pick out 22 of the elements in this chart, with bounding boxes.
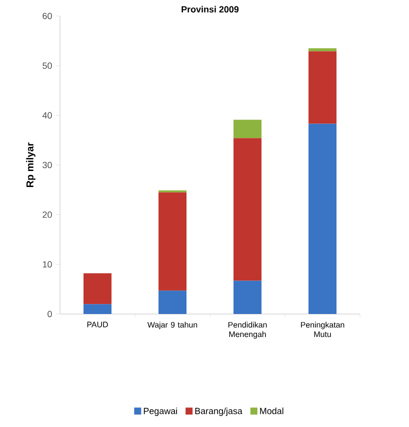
y-tick-label: 40 bbox=[42, 112, 52, 119]
bar bbox=[308, 51, 336, 124]
y-tick-label: 10 bbox=[42, 261, 52, 268]
y-tick-label: 0 bbox=[48, 310, 52, 318]
bar bbox=[234, 280, 262, 314]
legend-label: Pegawai bbox=[144, 408, 177, 416]
bar bbox=[234, 138, 262, 281]
bar bbox=[308, 124, 336, 314]
y-axis-title: Rp milyar bbox=[26, 142, 36, 188]
y-tick-label: 60 bbox=[42, 12, 52, 20]
y-tick-label: 50 bbox=[42, 62, 52, 69]
y-tick-label: 20 bbox=[42, 211, 52, 218]
bar bbox=[234, 120, 262, 138]
y-tick-label: 30 bbox=[42, 162, 52, 168]
chart-title: Provinsi 2009 bbox=[182, 6, 239, 13]
bar bbox=[158, 192, 186, 291]
legend-label: Barang/jasa bbox=[195, 408, 242, 416]
bar bbox=[308, 48, 336, 52]
bar bbox=[84, 273, 112, 304]
legend-label: Modal bbox=[260, 408, 284, 414]
bar bbox=[158, 290, 186, 314]
bar bbox=[84, 304, 112, 314]
